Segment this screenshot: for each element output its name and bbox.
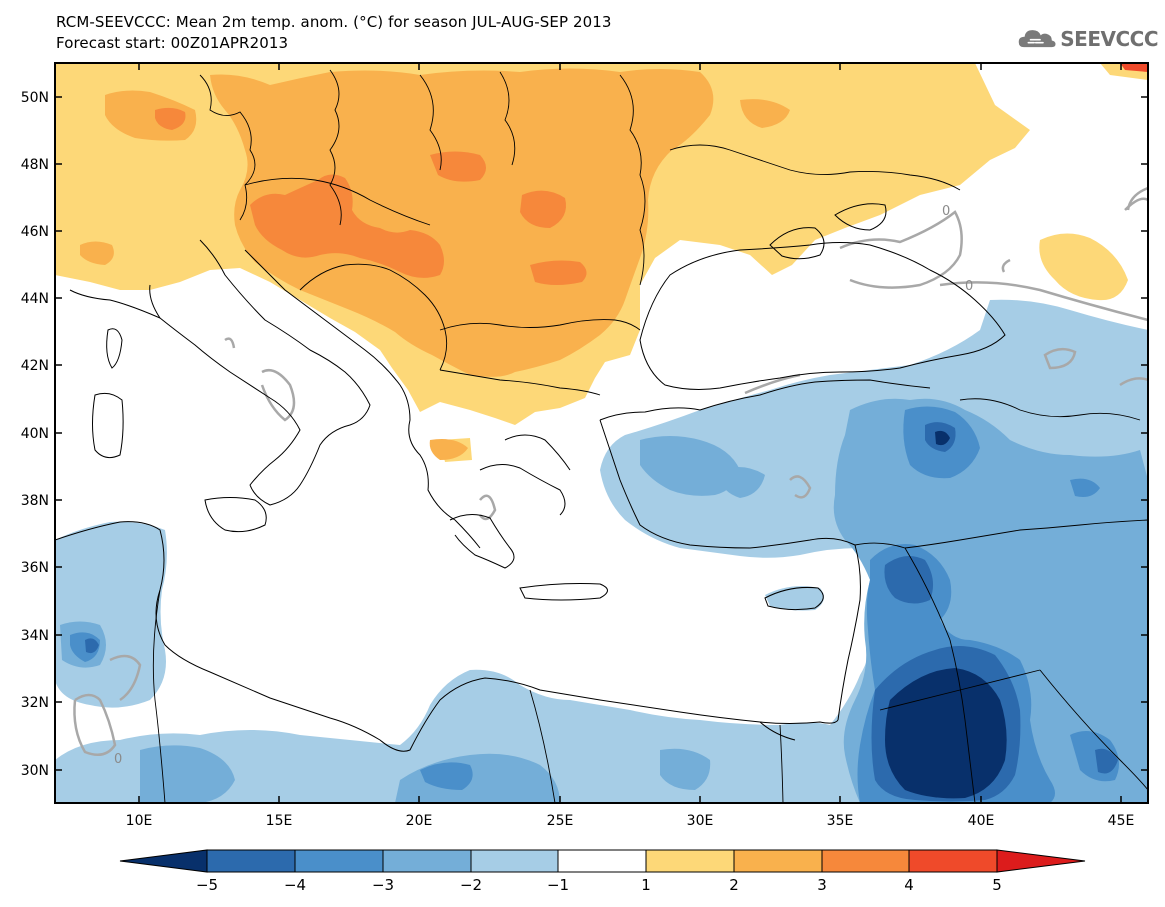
colorbar-segment	[557, 849, 647, 873]
svg-text:0: 0	[942, 204, 950, 219]
title-line-2: Forecast start: 00Z01APR2013	[56, 34, 289, 52]
lat-label: 32N	[21, 695, 49, 711]
lon-label: 35E	[827, 813, 854, 829]
colorbar-segment	[470, 849, 559, 873]
lat-label: 46N	[21, 224, 49, 240]
colorbar-label: 3	[817, 876, 827, 894]
lon-label: 25E	[547, 813, 574, 829]
lon-label: 20E	[406, 813, 433, 829]
lat-label: 34N	[21, 628, 49, 644]
title-line-1: RCM-SEEVCCC: Mean 2m temp. anom. (°C) fo…	[56, 13, 612, 31]
colorbar-label: 5	[992, 876, 1002, 894]
lon-label: 10E	[126, 813, 153, 829]
lat-label: 44N	[21, 291, 49, 307]
colorbar-label: −5	[196, 876, 218, 894]
logo-text: SEEVCCC	[1060, 27, 1158, 51]
cloud-logo-icon	[1018, 30, 1056, 48]
colorbar-label: 4	[904, 876, 914, 894]
lon-label: 40E	[968, 813, 995, 829]
map-title: RCM-SEEVCCC: Mean 2m temp. anom. (°C) fo…	[56, 12, 612, 54]
cool-anomaly-level-5	[885, 430, 1007, 799]
lat-label: 40N	[21, 426, 49, 442]
seevccc-logo: SEEVCCC	[1018, 22, 1158, 56]
coastlines	[55, 203, 1006, 752]
lon-label: 45E	[1108, 813, 1135, 829]
lat-label: 42N	[21, 358, 49, 374]
colorbar-segment	[821, 849, 910, 873]
warm-anomaly-level-3	[155, 107, 587, 285]
colorbar-segment	[294, 849, 384, 873]
lat-label: 48N	[21, 157, 49, 173]
contour-labels: 0 0 0	[114, 204, 973, 767]
colorbar: −5 −4 −3 −2 −1 1 2 3 4 5	[119, 849, 1086, 894]
colorbar-segment	[996, 849, 1086, 873]
svg-text:0: 0	[965, 279, 973, 294]
lat-label: 36N	[21, 560, 49, 576]
colorbar-label: −1	[547, 876, 569, 894]
colorbar-label: −2	[460, 876, 482, 894]
lat-label: 38N	[21, 493, 49, 509]
latitude-axis: 50N 48N 46N 44N 42N 40N 38N 36N 34N 32N …	[21, 90, 1148, 779]
country-borders	[152, 69, 1148, 803]
lon-label: 30E	[687, 813, 714, 829]
zero-contours	[73, 186, 1148, 757]
colorbar-segment	[908, 849, 998, 873]
lat-label: 30N	[21, 763, 49, 779]
warm-anomaly-level-4	[1120, 63, 1148, 72]
colorbar-segment	[206, 849, 296, 873]
lat-label: 50N	[21, 90, 49, 106]
colorbar-segment	[382, 849, 472, 873]
colorbar-label: 1	[641, 876, 651, 894]
colorbar-label: −4	[284, 876, 306, 894]
map-field: 0 0 0	[55, 63, 1148, 803]
lon-label: 15E	[266, 813, 293, 829]
longitude-axis: 10E 15E 20E 25E 30E 35E 40E 45E	[126, 63, 1135, 829]
colorbar-segment	[733, 849, 823, 873]
colorbar-label: 2	[729, 876, 739, 894]
colorbar-segment	[645, 849, 735, 873]
colorbar-label: −3	[372, 876, 394, 894]
colorbar-segment	[119, 849, 208, 873]
svg-text:0: 0	[114, 752, 122, 767]
